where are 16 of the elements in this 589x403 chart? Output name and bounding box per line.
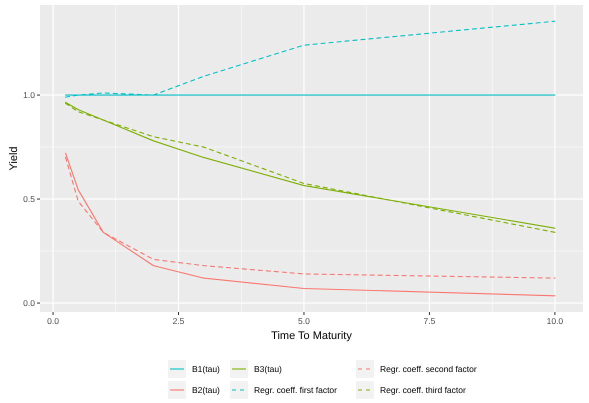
legend-label: B1(tau): [192, 364, 220, 374]
legend-label: B2(tau): [192, 385, 220, 395]
x-tick-label: 10.0: [546, 316, 564, 326]
legend-label: Regr. coeff. first factor: [254, 385, 338, 395]
y-tick-label: 0.0: [23, 298, 36, 308]
x-tick-label: 2.5: [172, 316, 185, 326]
x-tick-label: 7.5: [424, 316, 436, 326]
x-tick-label: 5.0: [298, 316, 310, 326]
legend-label: Regr. coeff. third factor: [380, 385, 466, 395]
legend-label: Regr. coeff. second factor: [380, 364, 477, 374]
y-axis-title: Yield: [8, 146, 20, 171]
x-axis-title: Time To Maturity: [271, 330, 352, 342]
y-tick-label: 1.0: [23, 90, 36, 100]
x-tick-label: 0.0: [47, 316, 60, 326]
legend-label: B3(tau): [254, 364, 282, 374]
y-tick-label: 0.5: [23, 194, 36, 204]
